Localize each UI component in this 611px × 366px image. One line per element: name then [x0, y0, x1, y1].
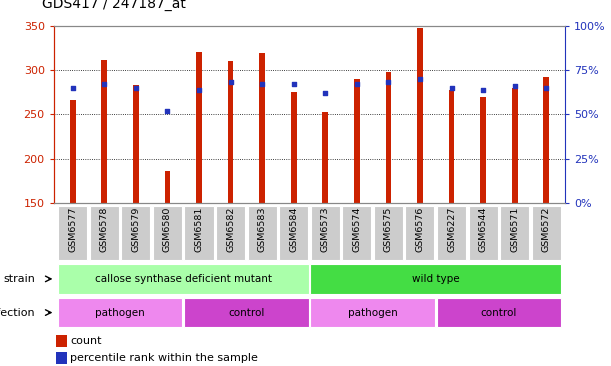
Bar	[291, 92, 296, 203]
Point	[384, 79, 393, 85]
Bar	[101, 60, 107, 203]
Point	[541, 85, 551, 91]
Point	[478, 87, 488, 93]
Text: GSM6578: GSM6578	[100, 206, 109, 252]
Point	[352, 81, 362, 87]
Point	[131, 85, 141, 91]
Text: GSM6571: GSM6571	[510, 206, 519, 252]
FancyBboxPatch shape	[153, 206, 182, 259]
Point	[68, 85, 78, 91]
Point	[225, 79, 235, 85]
Text: GSM6573: GSM6573	[321, 206, 330, 252]
Bar	[354, 79, 360, 203]
Text: GSM6579: GSM6579	[131, 206, 141, 252]
Point	[510, 83, 519, 89]
Bar	[228, 61, 233, 203]
Bar	[259, 53, 265, 203]
Bar	[133, 85, 139, 203]
Text: GSM6581: GSM6581	[194, 206, 203, 252]
Text: GSM6227: GSM6227	[447, 206, 456, 252]
Text: GSM6574: GSM6574	[353, 206, 361, 252]
Text: GSM6580: GSM6580	[163, 206, 172, 252]
FancyBboxPatch shape	[216, 206, 245, 259]
Text: pathogen: pathogen	[95, 307, 145, 318]
Text: GSM6544: GSM6544	[478, 206, 488, 252]
Text: GSM6575: GSM6575	[384, 206, 393, 252]
Text: pathogen: pathogen	[348, 307, 398, 318]
Text: infection: infection	[0, 307, 35, 318]
Text: GSM6584: GSM6584	[289, 206, 298, 252]
Point	[320, 90, 330, 96]
FancyBboxPatch shape	[437, 298, 561, 327]
Bar	[56, 335, 67, 347]
FancyBboxPatch shape	[500, 206, 529, 259]
Text: GSM6577: GSM6577	[68, 206, 77, 252]
Bar	[386, 72, 391, 203]
FancyBboxPatch shape	[58, 298, 182, 327]
FancyBboxPatch shape	[58, 206, 87, 259]
Text: control: control	[481, 307, 517, 318]
Text: GSM6583: GSM6583	[258, 206, 266, 252]
Point	[289, 81, 299, 87]
Bar	[196, 52, 202, 203]
Text: percentile rank within the sample: percentile rank within the sample	[70, 353, 258, 363]
Bar	[512, 88, 518, 203]
Point	[257, 81, 267, 87]
Bar	[417, 28, 423, 203]
FancyBboxPatch shape	[469, 206, 497, 259]
FancyBboxPatch shape	[58, 264, 309, 294]
Text: wild type: wild type	[412, 274, 459, 284]
Text: GDS417 / 247187_at: GDS417 / 247187_at	[42, 0, 185, 11]
Text: control: control	[228, 307, 265, 318]
Text: count: count	[70, 336, 102, 346]
Bar	[70, 100, 76, 203]
Point	[100, 81, 109, 87]
FancyBboxPatch shape	[279, 206, 308, 259]
Bar	[56, 352, 67, 364]
Text: strain: strain	[3, 274, 35, 284]
Point	[447, 85, 456, 91]
Point	[194, 87, 204, 93]
Bar	[543, 77, 549, 203]
Bar	[164, 171, 170, 203]
Text: GSM6576: GSM6576	[415, 206, 425, 252]
FancyBboxPatch shape	[310, 298, 435, 327]
FancyBboxPatch shape	[437, 206, 466, 259]
Bar	[323, 112, 328, 203]
FancyBboxPatch shape	[122, 206, 150, 259]
Point	[415, 76, 425, 82]
FancyBboxPatch shape	[342, 206, 371, 259]
FancyBboxPatch shape	[184, 298, 309, 327]
Bar	[480, 97, 486, 203]
FancyBboxPatch shape	[406, 206, 434, 259]
FancyBboxPatch shape	[247, 206, 277, 259]
FancyBboxPatch shape	[310, 264, 561, 294]
Bar	[448, 90, 455, 203]
FancyBboxPatch shape	[311, 206, 340, 259]
FancyBboxPatch shape	[374, 206, 403, 259]
Point	[163, 108, 172, 114]
Text: callose synthase deficient mutant: callose synthase deficient mutant	[95, 274, 272, 284]
FancyBboxPatch shape	[532, 206, 561, 259]
FancyBboxPatch shape	[90, 206, 119, 259]
Text: GSM6582: GSM6582	[226, 206, 235, 252]
Text: GSM6572: GSM6572	[542, 206, 551, 252]
FancyBboxPatch shape	[185, 206, 213, 259]
